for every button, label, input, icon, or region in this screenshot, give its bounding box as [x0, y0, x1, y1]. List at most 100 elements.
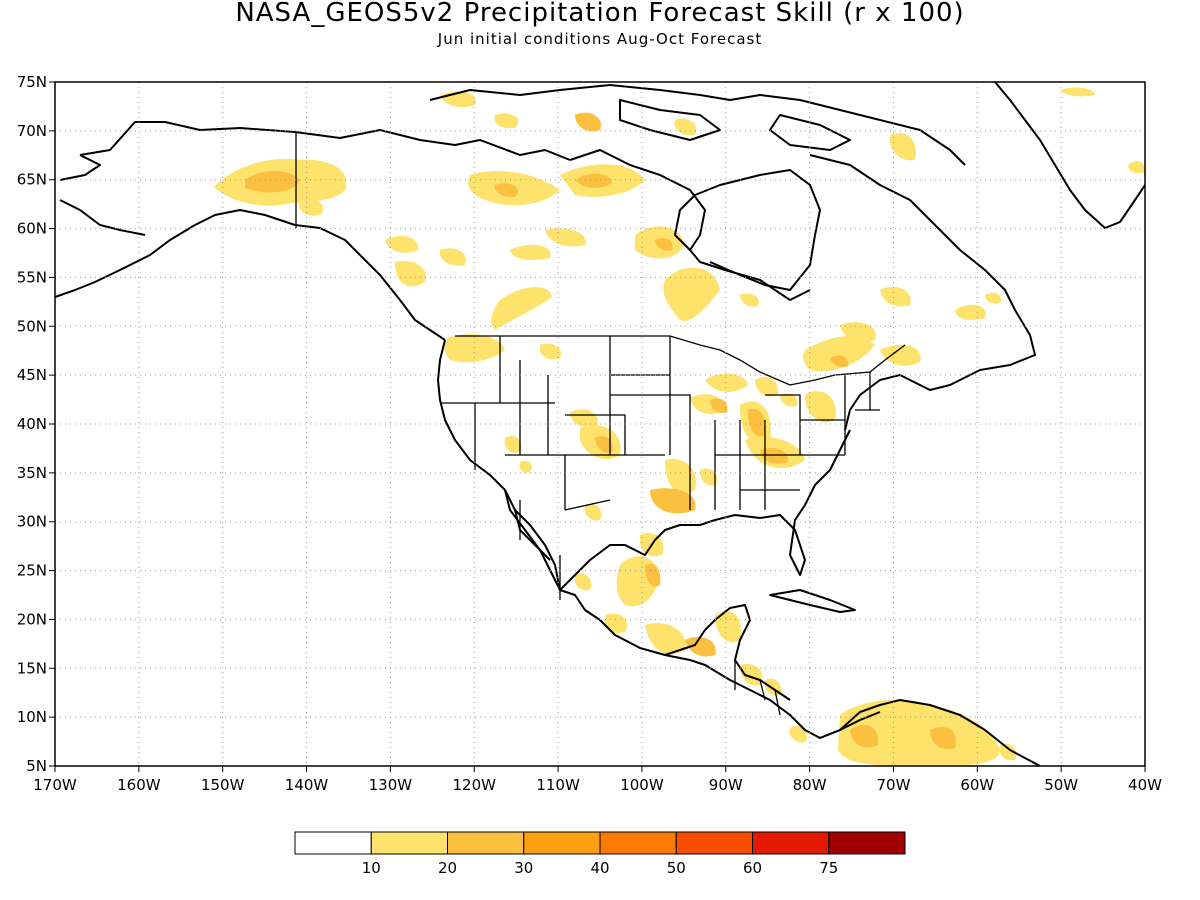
skill-patch	[444, 334, 505, 363]
skill-patch	[755, 376, 779, 397]
legend-label: 50	[667, 859, 686, 877]
skill-patch	[803, 335, 875, 372]
map-subtitle: Jun initial conditions Aug-Oct Forecast	[437, 30, 763, 48]
lon-tick-label: 130W	[369, 776, 413, 794]
skill-patch	[663, 267, 720, 321]
skill-patch	[655, 238, 673, 251]
skill-patch	[700, 468, 718, 486]
lat-tick-label: 70N	[17, 122, 47, 140]
skill-patch	[1060, 87, 1095, 97]
skill-patch	[575, 173, 612, 188]
skill-patch	[539, 343, 562, 360]
skill-patch	[805, 391, 836, 423]
lat-tick-label: 15N	[17, 659, 47, 677]
skill-patch	[604, 613, 628, 634]
lon-tick-label: 100W	[620, 776, 664, 794]
lon-tick-label: 40W	[1128, 776, 1162, 794]
skill-patch	[880, 286, 911, 307]
legend-swatch	[447, 831, 525, 855]
legend-label: 60	[743, 859, 762, 877]
skill-patch	[889, 132, 916, 161]
lon-tick-label: 110W	[536, 776, 580, 794]
map-title: NASA_GEOS5v2 Precipitation Forecast Skil…	[235, 0, 965, 28]
legend-label: 20	[438, 859, 457, 877]
lon-tick-label: 60W	[960, 776, 994, 794]
legend-swatch	[828, 831, 906, 855]
legend-swatch	[752, 831, 830, 855]
lon-tick-label: 140W	[285, 776, 329, 794]
skill-patch	[494, 113, 519, 129]
skill-patch	[760, 448, 789, 464]
skill-patch	[645, 563, 661, 587]
legend-swatch	[599, 831, 677, 855]
skill-patch	[740, 293, 759, 307]
coastlines	[55, 82, 1145, 766]
legend-label: 10	[362, 859, 381, 877]
skill-patch	[985, 293, 1002, 304]
lat-tick-label: 20N	[17, 610, 47, 628]
legend-label: 75	[819, 859, 838, 877]
skill-patch	[491, 287, 552, 330]
lat-tick-label: 30N	[17, 513, 47, 531]
skill-patch	[740, 663, 763, 686]
lat-tick-label: 5N	[26, 757, 47, 775]
skill-patch	[840, 322, 876, 342]
lon-tick-label: 160W	[117, 776, 161, 794]
skill-patch	[595, 435, 613, 453]
skill-patch	[955, 304, 986, 320]
skill-patch	[830, 355, 849, 368]
skill-patch	[519, 460, 532, 473]
skill-patch	[645, 622, 686, 655]
skill-patch	[245, 171, 300, 193]
legend-swatch	[370, 831, 448, 855]
skill-patch	[570, 409, 599, 427]
skill-shading	[214, 87, 1145, 766]
skill-patch	[395, 260, 426, 287]
latitude-labels: 5N 10N 15N 20N 25N 30N 35N 40N 45N 50N 55N 60N 65N 70…	[17, 73, 55, 775]
skill-patch	[705, 373, 748, 392]
skill-patch	[715, 611, 741, 643]
skill-patch	[685, 636, 716, 657]
lat-tick-label: 65N	[17, 171, 47, 189]
longitude-labels: 170W 160W 150W 140W 130W 120W 110W 100W 90W 80W 70…	[33, 766, 1162, 794]
legend-swatch	[294, 831, 372, 855]
skill-patch	[385, 235, 419, 253]
skill-patch	[574, 573, 592, 591]
skill-patch	[575, 112, 601, 132]
skill-patch	[780, 393, 798, 407]
legend-label: 40	[590, 859, 609, 877]
skill-patch	[545, 228, 586, 247]
skill-patch	[930, 726, 956, 750]
lat-tick-label: 40N	[17, 415, 47, 433]
lat-tick-label: 60N	[17, 220, 47, 238]
lon-tick-label: 90W	[709, 776, 743, 794]
lat-tick-label: 35N	[17, 464, 47, 482]
skill-patch	[439, 248, 466, 266]
skill-patch	[748, 408, 766, 437]
lat-tick-label: 55N	[17, 268, 47, 286]
lon-tick-label: 50W	[1044, 776, 1078, 794]
skill-patch	[1128, 160, 1145, 174]
lon-tick-label: 70W	[877, 776, 911, 794]
skill-patch	[665, 459, 696, 494]
skill-patch	[789, 725, 807, 743]
lon-tick-label: 150W	[201, 776, 245, 794]
lat-tick-label: 50N	[17, 317, 47, 335]
skill-patch	[880, 344, 921, 366]
color-legend: 10 20 30 40 50 60 75	[294, 831, 906, 877]
skill-patch	[838, 699, 1000, 766]
lon-tick-label: 80W	[793, 776, 827, 794]
skill-patch	[510, 244, 551, 260]
lat-tick-label: 45N	[17, 366, 47, 384]
legend-swatch	[523, 831, 601, 855]
lon-tick-label: 120W	[452, 776, 496, 794]
political-borders	[295, 132, 906, 716]
skill-patch	[504, 435, 522, 453]
lat-tick-label: 10N	[17, 708, 47, 726]
legend-label: 30	[514, 859, 533, 877]
graticule	[55, 82, 1145, 766]
lat-tick-label: 25N	[17, 562, 47, 580]
skill-patch	[650, 488, 696, 514]
skill-patch	[494, 183, 519, 198]
